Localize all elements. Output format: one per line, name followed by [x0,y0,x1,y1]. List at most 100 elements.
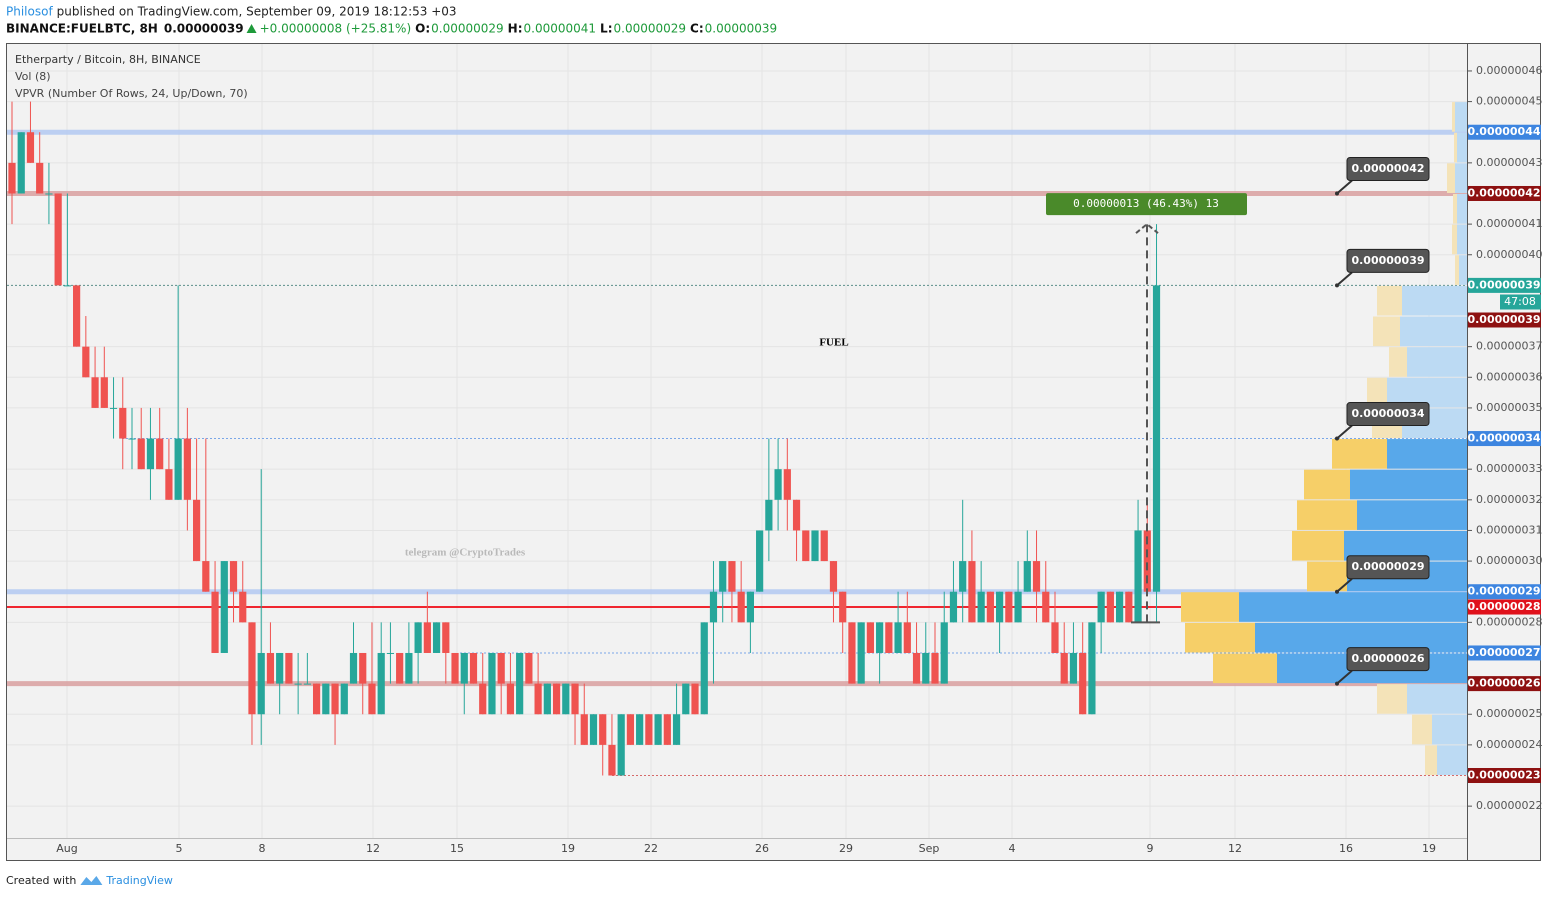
candle-body [340,683,348,715]
x-tick-label: Aug [56,842,77,855]
header-text: C: [690,22,704,36]
candle-body [728,561,736,592]
vpvr-up [1407,684,1467,714]
vpvr-up [1239,592,1467,622]
callout-pointer [1336,669,1353,685]
candle-body [165,469,173,500]
vpvr-up [1402,285,1467,316]
vpvr-down [1367,377,1387,408]
vpvr-up [1387,439,1467,469]
candle-body [534,683,542,715]
y-tick-label: 0.00000025 [1476,707,1542,720]
candle-body [636,714,644,745]
indicator-label: VPVR (Number Of Rows, 24, Up/Down, 70) [15,87,248,100]
vpvr-down [1455,255,1459,285]
candle-body [312,683,321,715]
x-tick-label: 26 [755,842,769,855]
callout-anchor [1335,589,1339,594]
candle-body [617,714,625,776]
candle-body [885,622,893,653]
candle-body [1079,652,1087,715]
candle-body [119,407,127,439]
candle-body [996,591,1004,623]
candle-body [774,469,782,500]
candle-body [765,499,773,531]
candle-body [959,561,967,592]
callout-anchor [1335,436,1339,441]
candle-body [709,591,718,623]
x-tick-label: 9 [1147,842,1154,855]
callout-box [1346,647,1430,672]
header-text: 0.00000041 [524,22,597,36]
vpvr-down [1297,500,1357,530]
candle-body [156,438,164,470]
candle-body [562,683,570,715]
price-label: 0.00000034 [1467,432,1540,445]
candle-body [792,499,801,531]
price-label: 0.00000039 [1467,278,1540,291]
y-tick-label: 0.00000022 [1476,799,1542,812]
candle-body [516,652,524,715]
y-tick-label: 0.00000024 [1476,738,1542,751]
candle-body [1116,591,1124,623]
candle-body [691,683,699,715]
callout-label: 0.00000034 [1351,407,1424,420]
vpvr-down [1389,347,1407,377]
candle-body [682,683,690,715]
candle-body [137,438,145,470]
candle-body [848,622,856,684]
vpvr-down [1447,163,1455,193]
price-label: 0.00000029 [1467,585,1540,598]
price-label-bg [1468,584,1541,600]
candle-body [876,622,884,653]
indicator-label: Vol (8) [15,70,51,83]
price-label: 0.00000023 [1467,769,1540,782]
candle-body [1060,652,1068,684]
vpvr-down [1292,530,1344,561]
candle-body [54,193,62,286]
header-text: 0.00000029 [614,22,687,36]
price-label: 0.00000039 [1467,313,1540,326]
candle-body [756,530,764,592]
candle-body [377,652,385,715]
candle-body [719,561,727,592]
candle-body [285,652,293,684]
header-text: Philosof [6,5,53,19]
candle-body [922,652,930,684]
header-text: +0.00000008 (+25.81%) [260,22,412,36]
vpvr-down [1185,622,1255,653]
candle-body [968,561,976,623]
vpvr-up [1455,102,1467,132]
candle-body [8,162,16,194]
callout-box [1346,402,1430,427]
vpvr-down [1452,224,1457,255]
x-tick-label: 8 [259,842,266,855]
candle-body [451,652,459,684]
vpvr-down [1213,653,1277,684]
price-label: 0.00000028 [1467,600,1540,613]
vpvr-down [1425,745,1437,776]
candle-body [829,561,838,592]
candle-body [266,652,275,684]
x-tick-label: 16 [1339,842,1353,855]
vpvr-down [1307,561,1347,592]
y-tick-label: 0.00000033 [1476,462,1542,475]
measure-head [1135,222,1159,234]
candle-body [802,530,810,562]
price-label: 0.00000042 [1467,186,1540,199]
callout-box [1346,555,1430,580]
callout-label: 0.00000042 [1351,162,1424,175]
candle-body [949,591,958,623]
candle-body [100,377,108,408]
y-tick-label: 0.00000031 [1476,523,1542,536]
candle-body [1134,530,1142,623]
vpvr-up [1357,500,1467,530]
footer-brand[interactable]: TradingView [105,874,172,887]
vpvr-down [1373,316,1400,347]
candle-body [36,162,44,194]
candle-body [349,652,358,684]
candle-body [903,622,911,653]
y-tick-label: 0.00000046 [1476,64,1542,77]
measure-box [1046,193,1247,216]
candle-body [746,591,754,623]
